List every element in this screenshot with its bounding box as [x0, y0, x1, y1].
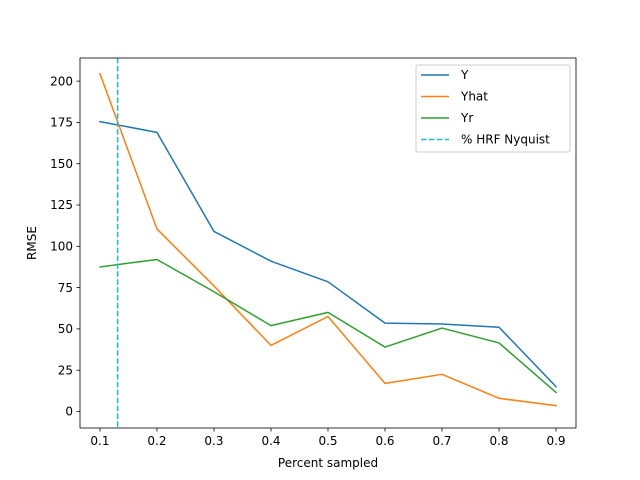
- x-tick-label: 0.9: [546, 434, 565, 448]
- y-axis-ticks: 0 25 50 75 100 125 150 175 200: [50, 74, 80, 419]
- x-tick-label: 0.1: [90, 434, 109, 448]
- legend-label-yr: Yr: [460, 111, 473, 125]
- x-tick-label: 0.7: [432, 434, 451, 448]
- y-tick-label: 150: [50, 157, 73, 171]
- legend-box: [415, 64, 571, 153]
- y-tick-label: 25: [58, 363, 73, 377]
- series-line-yhat: [98, 72, 557, 407]
- x-axis-label: Percent sampled: [278, 456, 378, 470]
- y-tick-label: 75: [58, 281, 73, 295]
- y-tick-label: 175: [50, 116, 73, 130]
- y-tick-label: 50: [58, 322, 73, 336]
- legend: Y Yhat Yr % HRF Nyquist: [415, 64, 571, 153]
- x-tick-label: 0.4: [261, 434, 280, 448]
- y-tick-label: 0: [65, 405, 73, 419]
- y-tick-label: 100: [50, 240, 73, 254]
- legend-label-y: Y: [460, 68, 469, 82]
- x-tick-label: 0.3: [204, 434, 223, 448]
- x-tick-label: 0.8: [489, 434, 508, 448]
- x-axis-ticks: 0.1 0.2 0.3 0.4 0.5 0.6 0.7 0.8 0.9: [90, 428, 566, 448]
- series-layer: [98, 72, 558, 407]
- y-axis-label: RMSE: [25, 226, 39, 260]
- legend-label-yhat: Yhat: [460, 90, 488, 104]
- y-tick-label: 125: [50, 198, 73, 212]
- y-tick-label: 200: [50, 74, 73, 88]
- x-tick-label: 0.2: [147, 434, 166, 448]
- legend-label-hrf-nyquist: % HRF Nyquist: [461, 133, 550, 147]
- x-tick-label: 0.6: [375, 434, 394, 448]
- x-tick-label: 0.5: [318, 434, 337, 448]
- series-line-yr: [99, 258, 558, 394]
- series-line-y: [99, 120, 558, 388]
